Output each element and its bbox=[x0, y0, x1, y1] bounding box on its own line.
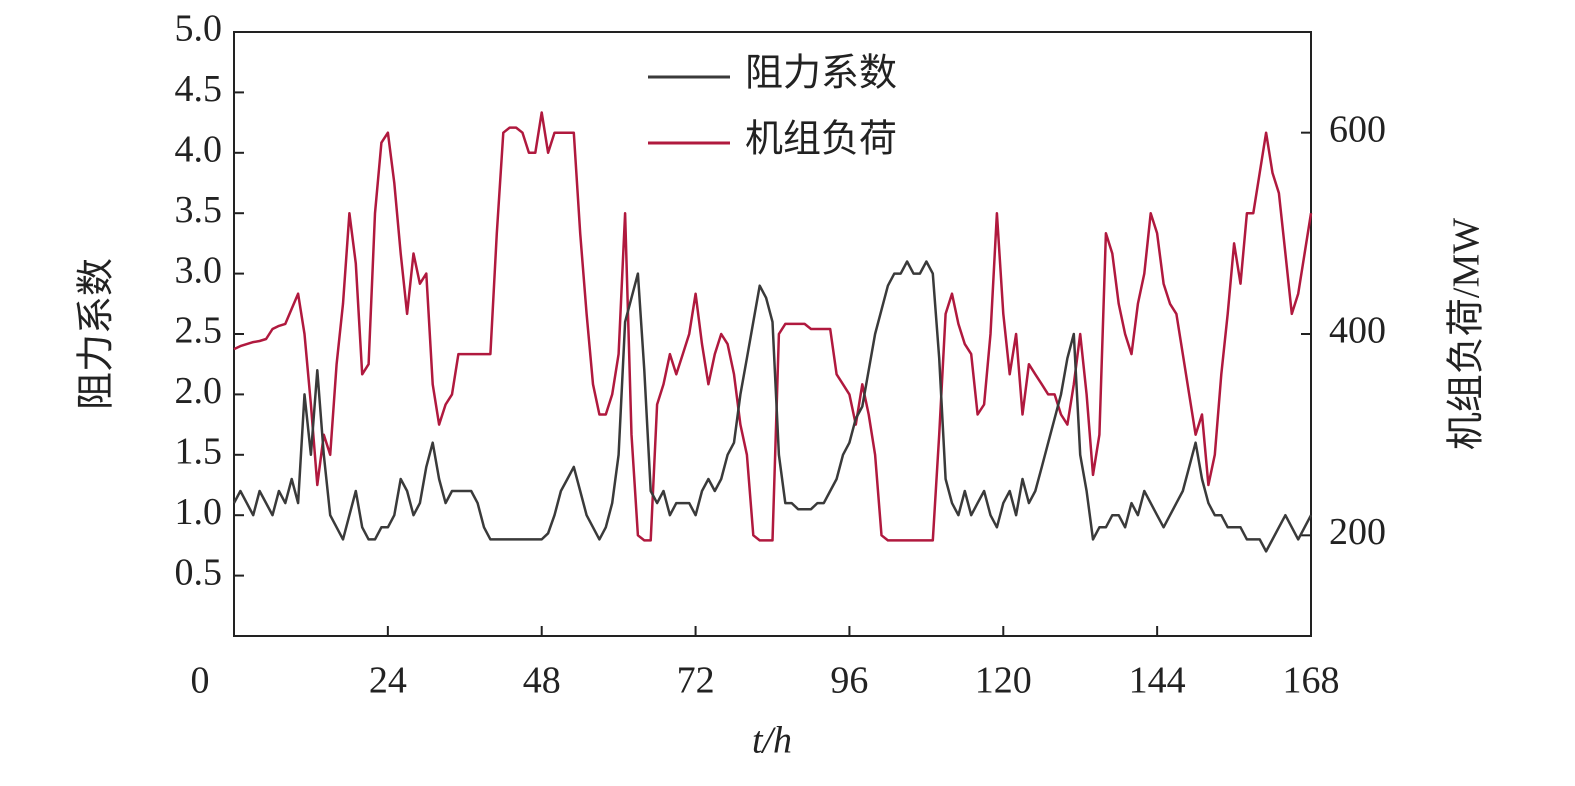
y2-tick-label: 600 bbox=[1329, 108, 1386, 150]
x-tick-label: 48 bbox=[523, 660, 561, 702]
x-tick-label: 144 bbox=[1129, 660, 1186, 702]
y-tick-label: 4.5 bbox=[175, 68, 223, 110]
x-tick-label: 96 bbox=[830, 660, 868, 702]
x-axis-label: t/h bbox=[752, 720, 792, 762]
y-tick-label: 3.0 bbox=[175, 249, 223, 291]
y-tick-label: 2.5 bbox=[175, 310, 223, 352]
y-tick-label: 0.5 bbox=[175, 551, 223, 593]
series-line bbox=[233, 111, 1313, 542]
y-tick-label: 5.0 bbox=[175, 8, 223, 50]
y2-axis-label: 机组负荷/MW bbox=[1446, 218, 1488, 450]
x-tick-label: 24 bbox=[369, 660, 407, 702]
y-tick-label: 1.5 bbox=[175, 431, 223, 473]
y-axis-label: 阻力系数 bbox=[76, 258, 118, 410]
x-tick-label: 72 bbox=[677, 660, 715, 702]
x-tick-label: 168 bbox=[1283, 660, 1340, 702]
x-tick-label: 0 bbox=[191, 660, 210, 702]
series-line bbox=[232, 260, 1313, 553]
y-tick-label: 3.5 bbox=[175, 189, 223, 231]
y2-tick-label: 200 bbox=[1329, 511, 1386, 553]
y-tick-label: 4.0 bbox=[175, 129, 223, 171]
legend-label: 阻力系数 bbox=[745, 53, 897, 95]
y-tick-label: 1.0 bbox=[175, 491, 223, 533]
y-tick-label: 2.0 bbox=[175, 370, 223, 412]
x-tick-label: 120 bbox=[975, 660, 1032, 702]
y2-tick-label: 400 bbox=[1329, 310, 1386, 352]
legend-label: 机组负荷 bbox=[745, 119, 897, 161]
